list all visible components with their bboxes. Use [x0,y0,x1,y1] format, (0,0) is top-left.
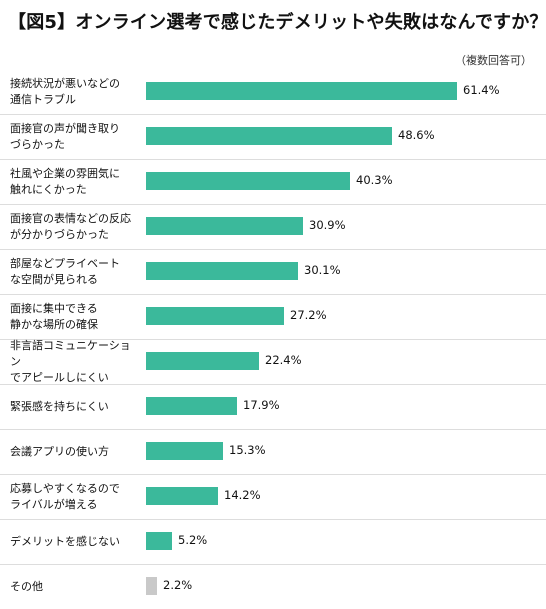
value-label: 30.1% [304,263,341,277]
category-label: その他 [10,580,43,593]
chart-row: 社風や企業の雰囲気に 触れにくかった 40.3% [0,159,546,204]
value-label: 61.4% [463,83,500,97]
category-label: デメリットを感じない [10,535,120,548]
bar [146,217,303,235]
bar [146,352,259,370]
bar [146,577,157,595]
value-label: 17.9% [243,398,280,412]
chart-row: 緊張感を持ちにくい 17.9% [0,384,546,429]
value-label: 30.9% [309,218,346,232]
chart-row: 会議アプリの使い方 15.3% [0,429,546,474]
value-label: 2.2% [163,578,193,592]
chart-row: その他 2.2% [0,564,546,609]
category-label: 面接に集中できる 静かな場所の確保 [10,302,98,331]
value-label: 5.2% [178,533,208,547]
category-label: 緊張感を持ちにくい [10,400,109,413]
bar [146,82,457,100]
chart-row: 面接官の声が聞き取り づらかった 48.6% [0,114,546,159]
category-label: 部屋などプライベート な空間が見られる [10,257,120,286]
chart-row: 非言語コミュニケーション でアピールしにくい 22.4% [0,339,546,384]
chart-row: 面接官の表情などの反応 が分かりづらかった 30.9% [0,204,546,249]
bar [146,127,392,145]
chart-row: 面接に集中できる 静かな場所の確保 27.2% [0,294,546,339]
value-label: 14.2% [224,488,261,502]
value-label: 48.6% [398,128,435,142]
bar [146,487,218,505]
bar [146,262,298,280]
value-label: 40.3% [356,173,393,187]
category-label: 非言語コミュニケーション でアピールしにくい [10,339,131,384]
value-label: 15.3% [229,443,266,457]
category-label: 社風や企業の雰囲気に 触れにくかった [10,167,120,196]
category-label: 面接官の声が聞き取り づらかった [10,122,120,151]
chart-title: 【図5】オンライン選考で感じたデメリットや失敗はなんですか？ [8,12,546,33]
category-label: 会議アプリの使い方 [10,445,109,458]
chart-row: 部屋などプライベート な空間が見られる 30.1% [0,249,546,294]
chart-row: 接続状況が悪いなどの 通信トラブル 61.4% [0,70,546,114]
chart-row: デメリットを感じない 5.2% [0,519,546,564]
bar [146,532,172,550]
bar [146,172,350,190]
bar-chart: 接続状況が悪いなどの 通信トラブル 61.4% 面接官の声が聞き取り づらかった 48… [0,70,546,609]
bar [146,307,284,325]
category-label: 応募しやすくなるので ライバルが増える [10,482,120,511]
multiple-answer-note: （複数回答可） [455,54,532,67]
bar [146,397,237,415]
chart-row: 応募しやすくなるので ライバルが増える 14.2% [0,474,546,519]
value-label: 22.4% [265,353,302,367]
value-label: 27.2% [290,308,327,322]
category-label: 接続状況が悪いなどの 通信トラブル [10,77,120,106]
category-label: 面接官の表情などの反応 が分かりづらかった [10,212,131,241]
bar [146,442,223,460]
